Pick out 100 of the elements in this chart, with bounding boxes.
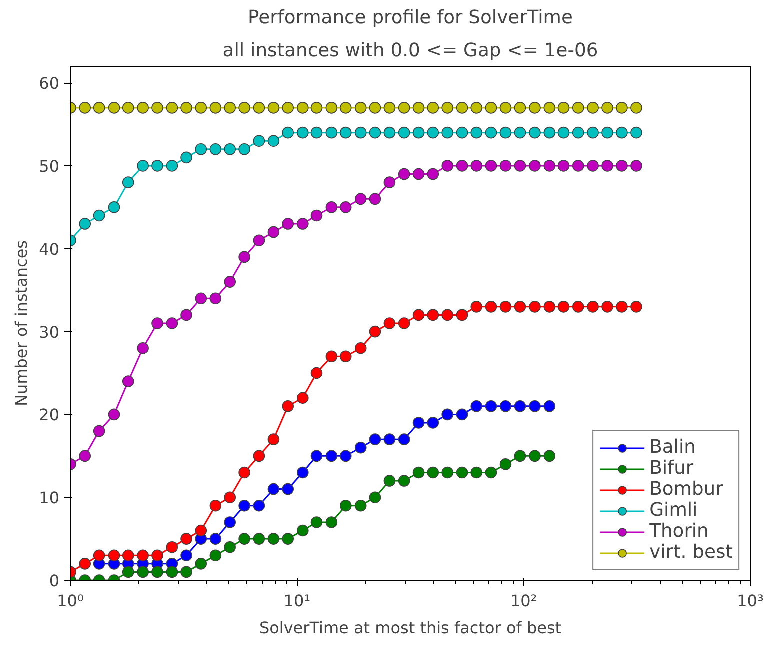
point <box>384 434 396 446</box>
point <box>93 550 106 562</box>
point <box>224 102 236 114</box>
legend-label: Balin <box>650 437 696 458</box>
point <box>253 234 266 246</box>
point <box>384 176 396 188</box>
point <box>587 126 599 139</box>
point <box>544 301 556 313</box>
point <box>310 210 323 222</box>
point <box>630 160 642 172</box>
point <box>529 301 541 313</box>
point <box>470 126 483 139</box>
point <box>558 102 570 114</box>
point <box>297 102 309 114</box>
point <box>485 301 498 313</box>
point <box>616 160 628 172</box>
point <box>456 309 468 322</box>
point <box>500 126 512 139</box>
point <box>108 202 120 214</box>
point <box>412 102 425 114</box>
point <box>268 434 280 446</box>
point <box>514 102 526 114</box>
point <box>630 126 642 139</box>
point <box>427 466 440 479</box>
point <box>544 102 556 114</box>
x-tick-label: 10⁰ <box>57 592 84 610</box>
point <box>238 500 250 512</box>
chart-subtitle: all instances with 0.0 <= Gap <= 1e-06 <box>222 40 598 62</box>
y-tick-label: 20 <box>39 406 60 425</box>
point <box>122 550 134 562</box>
point <box>195 292 208 305</box>
point <box>282 126 294 139</box>
point <box>456 408 468 421</box>
point <box>238 533 250 545</box>
point <box>442 309 454 322</box>
point <box>310 367 323 380</box>
legend-label: Thorin <box>650 521 709 542</box>
point <box>282 400 294 412</box>
point <box>616 126 628 139</box>
point <box>79 218 92 230</box>
point <box>297 524 309 537</box>
point <box>253 102 266 114</box>
point <box>122 176 134 188</box>
point <box>166 541 178 554</box>
x-tick-label: 10³ <box>737 592 764 610</box>
point <box>180 102 192 114</box>
point <box>137 102 149 114</box>
point <box>456 466 468 479</box>
x-axis-title: SolverTime at most this factor of best <box>259 618 562 638</box>
point <box>354 102 367 114</box>
point <box>297 126 309 139</box>
point <box>195 558 208 570</box>
point <box>268 135 280 147</box>
point <box>558 126 570 139</box>
point <box>108 408 120 421</box>
point <box>210 144 222 156</box>
point <box>195 524 208 537</box>
point <box>544 126 556 139</box>
point <box>238 466 250 479</box>
point <box>253 500 266 512</box>
point <box>268 533 280 545</box>
point <box>354 500 367 512</box>
point <box>500 160 512 172</box>
point <box>587 102 599 114</box>
point <box>310 450 323 462</box>
point <box>616 301 628 313</box>
point <box>442 102 454 114</box>
point <box>602 301 614 313</box>
point <box>529 400 541 412</box>
point <box>224 541 236 554</box>
point <box>340 350 352 363</box>
point <box>180 533 192 545</box>
point <box>340 500 352 512</box>
point <box>297 218 309 230</box>
point <box>354 126 367 139</box>
point <box>122 566 134 578</box>
point <box>326 516 338 528</box>
point <box>529 160 541 172</box>
point <box>180 566 192 578</box>
point <box>210 533 222 545</box>
point <box>485 466 498 479</box>
point <box>616 102 628 114</box>
y-tick-label: 40 <box>39 240 60 259</box>
point <box>210 500 222 512</box>
point <box>253 135 266 147</box>
point <box>253 450 266 462</box>
point <box>398 168 410 180</box>
point <box>210 292 222 305</box>
point <box>93 102 106 114</box>
point <box>427 168 440 180</box>
point <box>427 417 440 429</box>
point <box>485 102 498 114</box>
point <box>384 318 396 330</box>
point <box>238 102 250 114</box>
point <box>514 126 526 139</box>
point <box>195 144 208 156</box>
point <box>456 160 468 172</box>
point <box>310 516 323 528</box>
point <box>282 102 294 114</box>
point <box>412 126 425 139</box>
